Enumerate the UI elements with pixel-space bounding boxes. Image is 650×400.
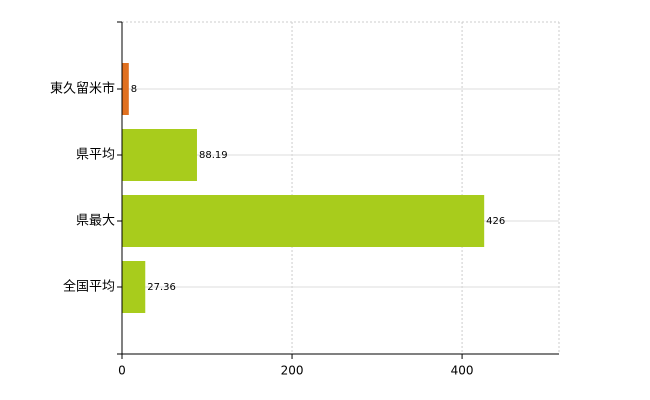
bar xyxy=(122,63,129,115)
y-tick-label: 県最大 xyxy=(76,214,115,229)
y-tick-label: 全国平均 xyxy=(63,279,115,295)
y-tick-label: 県平均 xyxy=(76,148,115,163)
bar xyxy=(122,195,485,247)
value-label: 8 xyxy=(131,84,137,95)
bar xyxy=(122,129,197,181)
y-tick-label: 東久留米市 xyxy=(50,81,115,97)
x-tick-label: 200 xyxy=(281,364,304,378)
bar xyxy=(122,261,146,313)
x-tick-label: 400 xyxy=(451,364,474,378)
value-label: 27.36 xyxy=(147,282,176,293)
value-label: 88.19 xyxy=(199,150,228,161)
x-tick-label: 0 xyxy=(118,364,126,378)
value-label: 426 xyxy=(486,216,505,227)
